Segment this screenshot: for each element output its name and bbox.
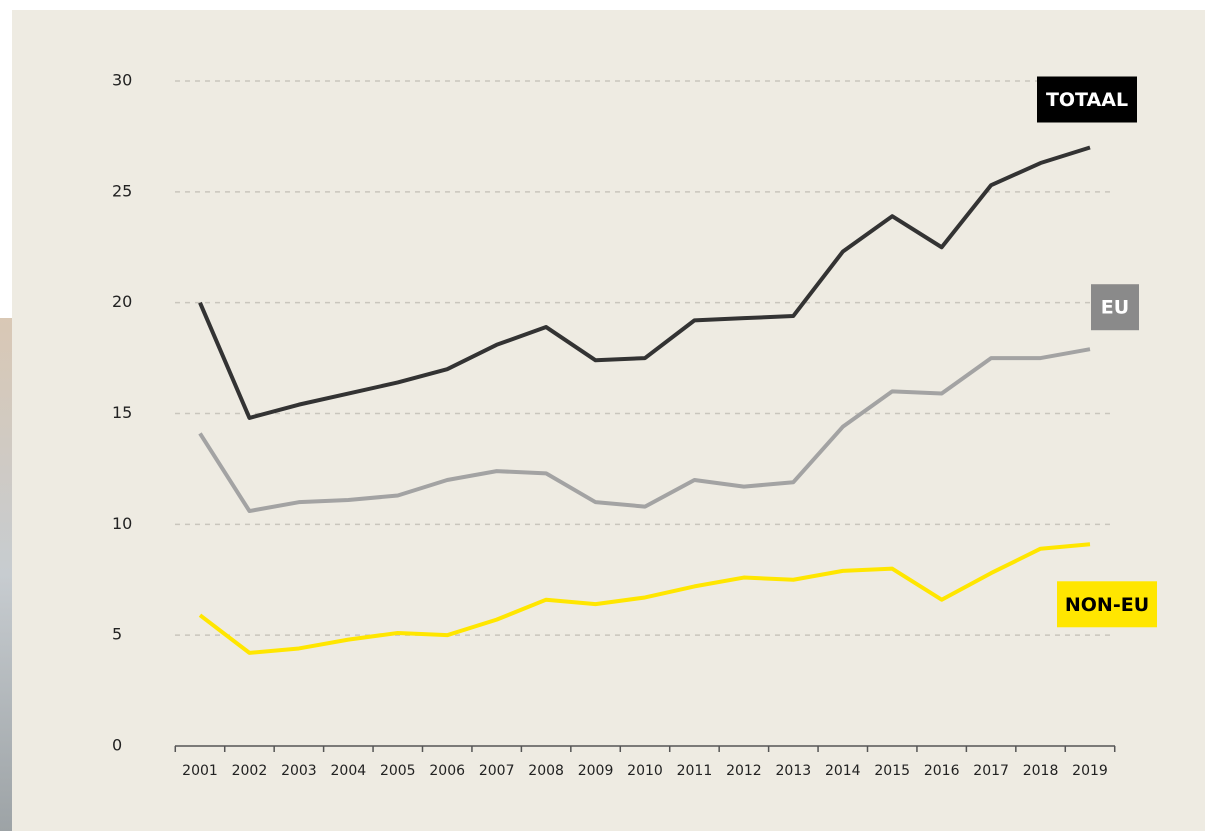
y-tick-label: 30 [112,71,132,90]
x-tick-label: 2001 [182,763,218,779]
x-tick-label: 2019 [1072,763,1108,779]
x-tick-label: 2014 [825,763,861,779]
x-tick-label: 2018 [1023,763,1059,779]
x-tick-label: 2003 [281,763,317,779]
x-tick-label: 2015 [874,763,910,779]
x-tick-label: 2010 [627,763,663,779]
x-tick-label: 2013 [776,763,812,779]
x-tick-label: 2012 [726,763,762,779]
panel [12,10,1205,831]
x-tick-label: 2017 [973,763,1009,779]
series-line [198,145,1091,420]
x-tick-label: 2007 [479,763,515,779]
legend-label: NON-EU [1065,594,1149,616]
legend-label: EU [1101,297,1129,319]
x-tick-label: 2006 [429,763,465,779]
y-tick-label: 10 [112,514,132,533]
y-tick-label: 5 [112,625,122,644]
x-tick-label: 2011 [677,763,713,779]
series-line [198,542,1091,655]
y-tick-label: 20 [112,292,132,311]
photo-edge [0,318,12,831]
x-tick-label: 2004 [331,763,367,779]
x-tick-label: 2005 [380,763,416,779]
x-tick-label: 2008 [528,763,564,779]
y-tick-label: 0 [112,736,122,755]
series-line [198,347,1091,514]
legend-box [1037,76,1137,123]
y-tick-label: 15 [112,403,132,422]
legend-label: TOTAAL [1046,89,1128,111]
legend-box [1057,581,1157,628]
y-tick-label: 25 [112,181,132,200]
x-tick-label: 2016 [924,763,960,779]
x-tick-label: 2009 [578,763,614,779]
legend-box [1091,284,1139,331]
x-tick-label: 2002 [232,763,268,779]
